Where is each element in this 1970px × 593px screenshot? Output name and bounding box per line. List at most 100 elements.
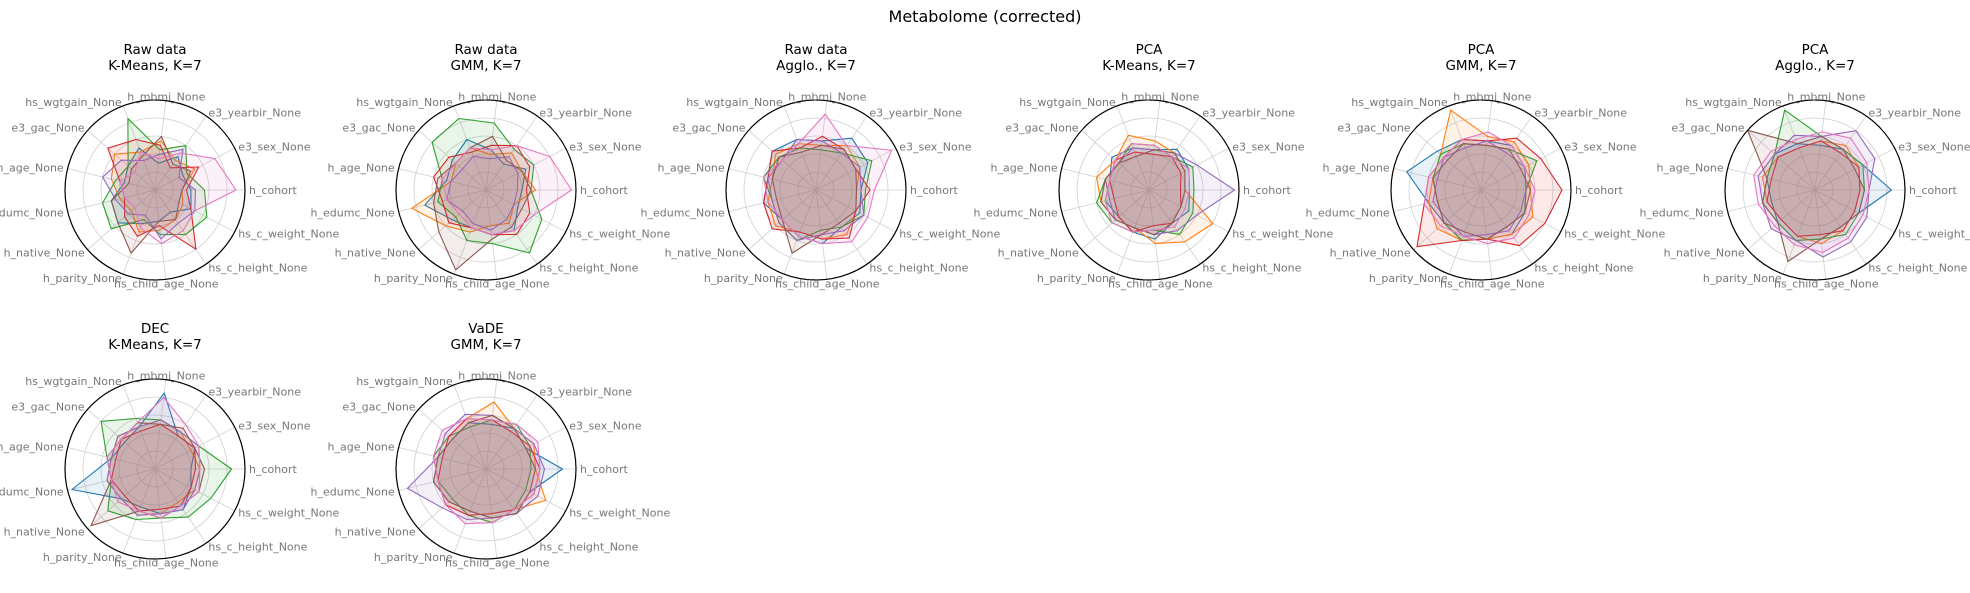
panel-title-line-1: DEC: [141, 321, 169, 337]
axis-label: h_native_None: [335, 525, 416, 538]
axis-label: h_age_None: [1323, 162, 1390, 175]
axis-label: hs_child_age_None: [445, 556, 550, 569]
axis-label: h_native_None: [1330, 246, 1411, 259]
axis-label: h_mbmi_None: [458, 370, 536, 383]
axis-label: hs_child_age_None: [114, 556, 219, 569]
series-5-polygon: [446, 155, 519, 231]
axis-label: h_parity_None: [43, 551, 122, 564]
axis-label: hs_child_age_None: [114, 277, 219, 290]
series-6-polygon: [1432, 143, 1532, 240]
axis-label: h_parity_None: [704, 272, 783, 285]
series-7-polygon: [1423, 131, 1536, 245]
series-2-polygon: [1096, 134, 1214, 245]
series-6-polygon: [1100, 149, 1186, 236]
axis-label: hs_child_age_None: [1108, 277, 1213, 290]
axis-label: h_cohort: [249, 184, 297, 197]
axis-label: hs_c_height_None: [539, 540, 638, 553]
series-3-polygon: [763, 147, 873, 242]
series-7-polygon: [119, 151, 237, 245]
grid-spoke: [1782, 189, 1816, 275]
series-6-polygon: [433, 135, 532, 271]
axis-label: h_mbmi_None: [1787, 91, 1865, 104]
axis-label: h_parity_None: [1037, 272, 1116, 285]
axis-label: hs_c_weight_None: [1232, 228, 1333, 241]
axis-label: h_mbmi_None: [1121, 91, 1199, 104]
axis-label: e3_gac_None: [1005, 122, 1078, 135]
axis-label: e3_yearbir_None: [1534, 107, 1627, 120]
panel-title-line-2: GMM, K=7: [1445, 58, 1516, 74]
axis-label: hs_child_age_None: [775, 277, 880, 290]
axis-label: hs_c_height_None: [869, 261, 968, 274]
axis-label: h_native_None: [4, 525, 85, 538]
axis-label: e3_gac_None: [1337, 122, 1410, 135]
axis-label: h_native_None: [998, 246, 1079, 259]
axis-label: h_age_None: [0, 441, 64, 454]
axis-label: hs_wgtgain_None: [25, 96, 122, 109]
radar-chart-4: h_cohort e3_sex_None e3_yearbir_Noneh_mbmi…: [974, 42, 1334, 290]
axis-label: h_native_None: [1664, 246, 1745, 259]
radar-chart-5: h_cohort e3_sex_None e3_yearbir_Noneh_mbmi…: [1306, 42, 1666, 290]
series-7-polygon: [1753, 131, 1870, 254]
axis-label: h_mbmi_None: [1453, 91, 1531, 104]
axis-label: hs_c_weight_None: [569, 228, 670, 241]
figure-title: Metabolome (corrected): [889, 7, 1082, 26]
axis-label: e3_sex_None: [1232, 140, 1305, 153]
series-3-polygon: [102, 117, 208, 236]
radar-chart-7: h_cohort e3_sex_None e3_yearbir_Noneh_mbmi…: [0, 321, 339, 569]
polar-frame: [1058, 99, 1240, 281]
series-2-polygon: [110, 140, 196, 233]
axis-label: h_age_None: [0, 162, 64, 175]
panel-title-line-1: Raw data: [784, 42, 847, 58]
radar-chart-3: h_cohort e3_sex_None e3_yearbir_Noneh_mbmi…: [641, 42, 1001, 290]
panel-title-line-1: PCA: [1136, 42, 1164, 58]
polar-frame: [64, 378, 246, 560]
series-6-polygon: [1747, 129, 1866, 263]
axis-label: h_mbmi_None: [127, 370, 205, 383]
polar-frame: [395, 378, 577, 560]
axis-label: e3_sex_None: [1564, 140, 1637, 153]
axis-label: h_edumc_None: [0, 486, 64, 499]
grid-spoke: [485, 189, 566, 233]
axis-label: h_cohort: [580, 184, 628, 197]
panel-title-line-1: Raw data: [454, 42, 517, 58]
axis-label: hs_wgtgain_None: [1019, 96, 1116, 109]
axis-label: h_parity_None: [43, 272, 122, 285]
grid-spoke: [1747, 130, 1816, 191]
axis-label: h_mbmi_None: [788, 91, 866, 104]
axis-label: hs_wgtgain_None: [686, 96, 783, 109]
axis-label: h_age_None: [658, 162, 725, 175]
axis-label: e3_gac_None: [11, 401, 84, 414]
axis-label: h_cohort: [1575, 184, 1623, 197]
axis-label: h_edumc_None: [641, 207, 725, 220]
axis-label: hs_child_age_None: [445, 277, 550, 290]
panel-title-line-2: Agglo., K=7: [776, 58, 856, 74]
panel-title-line-2: K-Means, K=7: [1102, 58, 1195, 74]
axis-label: h_edumc_None: [311, 486, 395, 499]
panel-title-line-1: PCA: [1802, 42, 1830, 58]
axis-label: e3_sex_None: [238, 140, 311, 153]
grid-spoke: [87, 189, 156, 250]
radar-panels: h_cohorte3_sex_Nonee3_yearbir_Noneh_mbmi…: [0, 42, 1970, 569]
axis-label: hs_wgtgain_None: [1351, 96, 1448, 109]
series-6-polygon: [771, 144, 858, 254]
axis-label: e3_yearbir_None: [1202, 107, 1295, 120]
axis-label: hs_child_age_None: [1774, 277, 1879, 290]
series-4-polygon: [110, 423, 197, 512]
panel-title-line-1: PCA: [1468, 42, 1496, 58]
axis-label: h_native_None: [335, 246, 416, 259]
axis-label: h_edumc_None: [1306, 207, 1390, 220]
panel-title-line-2: GMM, K=7: [450, 337, 521, 353]
series-3-polygon: [431, 117, 543, 254]
series-7-polygon: [441, 145, 573, 236]
axis-label: hs_c_weight_None: [238, 507, 339, 520]
axis-label: e3_gac_None: [342, 122, 415, 135]
axis-label: e3_sex_None: [899, 140, 972, 153]
axis-label: e3_gac_None: [342, 401, 415, 414]
axis-label: h_native_None: [4, 246, 85, 259]
polar-frame: [64, 99, 246, 281]
series-6-polygon: [110, 135, 192, 254]
polar-frame: [1390, 99, 1572, 281]
radar-chart-8: h_cohort e3_sex_None e3_yearbir_Noneh_mbmi…: [311, 321, 671, 569]
radar-chart-2: h_cohort e3_sex_None e3_yearbir_Noneh_mbmi…: [311, 42, 671, 290]
